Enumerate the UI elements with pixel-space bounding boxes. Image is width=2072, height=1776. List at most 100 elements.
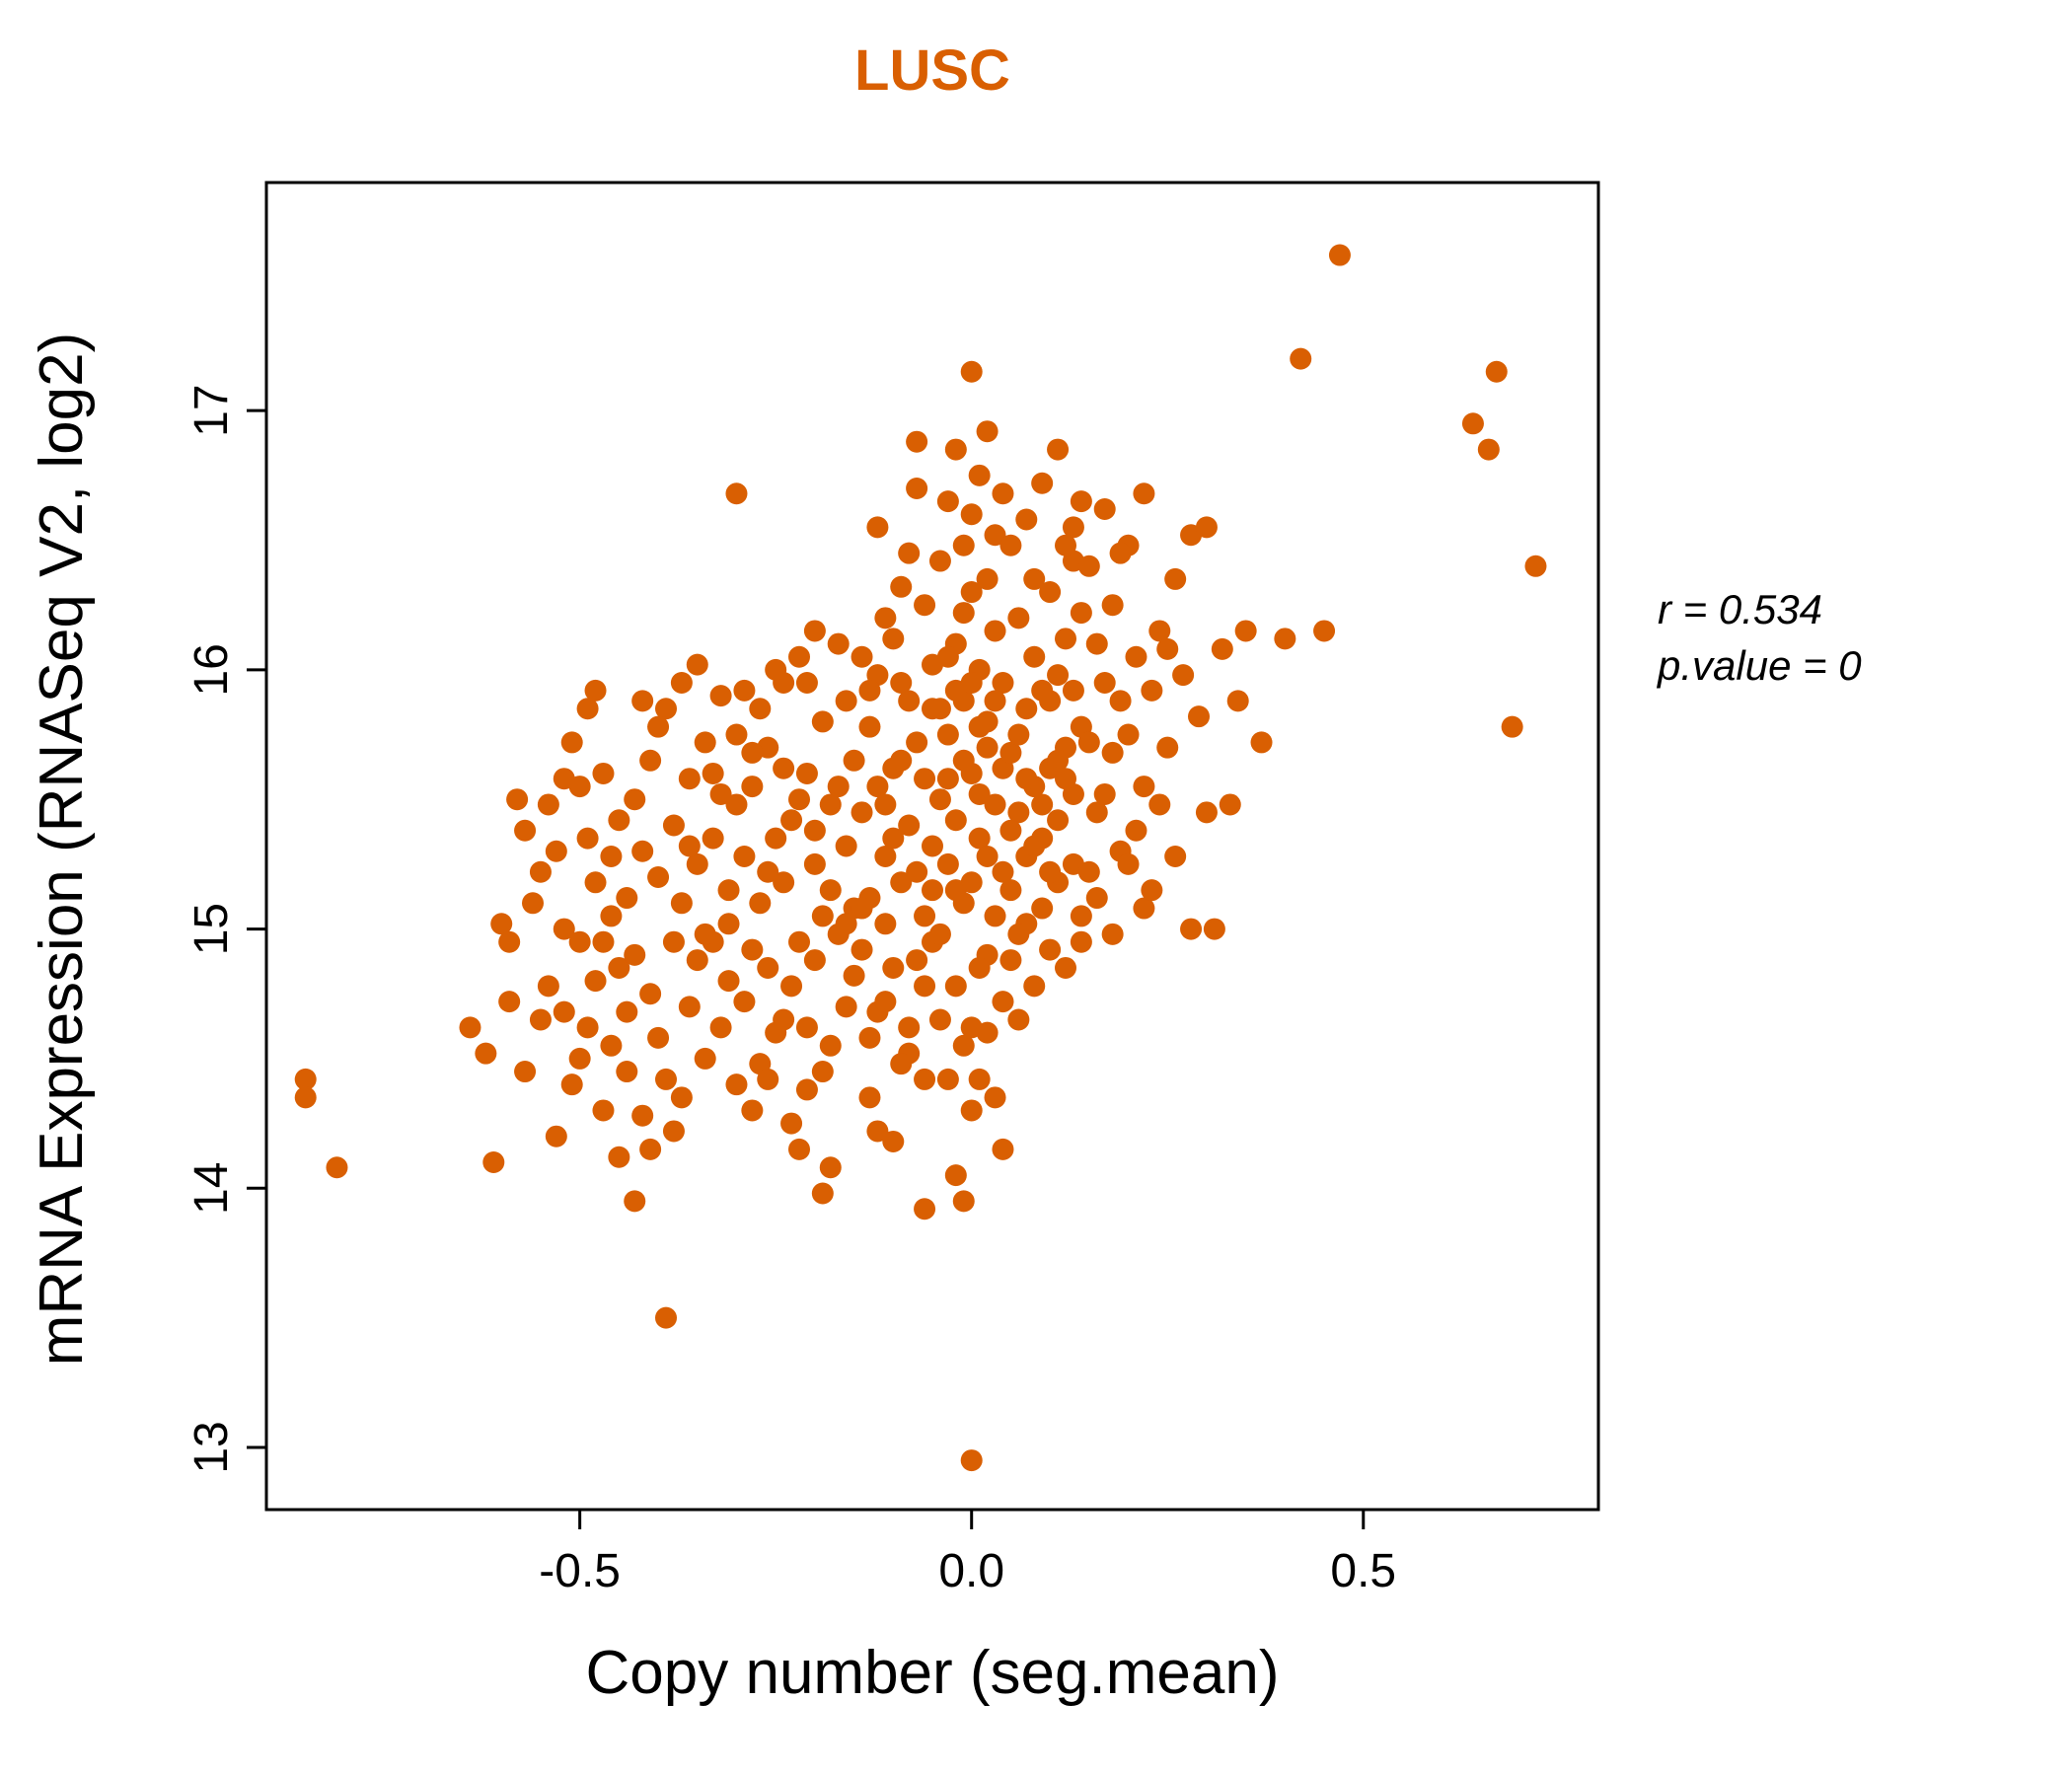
data-point (1524, 555, 1547, 577)
data-point (592, 930, 615, 953)
data-point (1077, 555, 1100, 577)
data-point (584, 679, 607, 702)
data-point (1188, 705, 1210, 728)
data-point (514, 1061, 537, 1083)
data-point (1047, 438, 1070, 461)
data-point (882, 1130, 905, 1152)
data-point (819, 793, 842, 816)
data-point (944, 438, 967, 461)
data-point (1070, 930, 1092, 953)
data-point (1164, 846, 1187, 868)
data-point (459, 1016, 481, 1039)
data-point (858, 679, 881, 702)
data-point (1007, 1008, 1030, 1031)
data-point (936, 768, 959, 790)
plot-border (264, 181, 1600, 1512)
data-point (529, 1008, 552, 1031)
data-point (984, 524, 1006, 547)
data-point (858, 1086, 881, 1109)
data-point (670, 1086, 693, 1109)
data-point (780, 1112, 803, 1135)
data-point (898, 690, 921, 712)
data-point (662, 814, 685, 837)
data-point (944, 809, 967, 832)
data-point (960, 581, 983, 604)
r-value-text: r = 0.534 (1658, 586, 1822, 632)
data-point (874, 793, 897, 816)
y-tick-label: 16 (185, 643, 238, 696)
data-point (960, 1449, 983, 1472)
data-point (928, 923, 951, 945)
data-point (608, 956, 630, 979)
data-point (906, 949, 928, 972)
data-point (1031, 472, 1054, 494)
data-point (952, 1034, 975, 1057)
data-point (952, 749, 975, 772)
data-point (1164, 567, 1187, 590)
data-point (498, 991, 521, 1013)
data-point (529, 860, 552, 883)
data-point (741, 1099, 764, 1122)
data-point (1148, 793, 1171, 816)
data-point (914, 768, 936, 790)
data-point (999, 741, 1022, 764)
data-point (795, 1016, 818, 1039)
data-point (506, 788, 529, 811)
data-point (811, 905, 834, 927)
data-point (928, 550, 951, 572)
data-point (1055, 768, 1076, 790)
data-point (1313, 620, 1336, 642)
data-point (992, 991, 1014, 1013)
data-point (670, 672, 693, 695)
data-point (1015, 698, 1038, 720)
data-point (1219, 793, 1241, 816)
data-point (890, 871, 913, 894)
data-point (906, 477, 928, 499)
data-point (725, 1073, 748, 1096)
data-point (655, 698, 677, 720)
data-point (976, 846, 999, 868)
data-point (631, 840, 654, 862)
data-point (662, 1120, 685, 1143)
data-point (765, 827, 787, 850)
data-point (592, 1099, 615, 1122)
data-point (773, 757, 795, 779)
data-point (976, 567, 999, 590)
data-point (914, 975, 936, 998)
data-point (741, 938, 764, 961)
data-point (795, 672, 818, 695)
data-point (741, 741, 764, 764)
data-point (960, 360, 983, 383)
data-point (952, 602, 975, 625)
data-point (999, 819, 1022, 842)
data-point (984, 690, 1006, 712)
data-point (694, 923, 716, 945)
data-point (1485, 360, 1508, 383)
data-point (1234, 620, 1257, 642)
data-point (294, 1086, 317, 1109)
data-point (803, 819, 826, 842)
data-point (1085, 801, 1108, 824)
data-point (1109, 542, 1132, 564)
data-point (1039, 938, 1062, 961)
data-point (819, 1156, 842, 1179)
data-point (584, 970, 607, 993)
data-point (553, 918, 575, 940)
data-point (890, 575, 913, 598)
data-point (709, 1016, 732, 1039)
data-point (1211, 637, 1233, 660)
data-point (960, 1099, 983, 1122)
data-point (936, 490, 959, 513)
data-point (749, 698, 772, 720)
data-point (922, 835, 943, 857)
data-point (1047, 749, 1070, 772)
data-point (811, 1182, 834, 1205)
data-point (1133, 776, 1155, 798)
data-point (976, 736, 999, 759)
data-point (757, 860, 779, 883)
data-point (686, 949, 708, 972)
data-point (835, 690, 857, 712)
data-point (553, 768, 575, 790)
data-point (1031, 793, 1054, 816)
data-point (616, 887, 638, 910)
